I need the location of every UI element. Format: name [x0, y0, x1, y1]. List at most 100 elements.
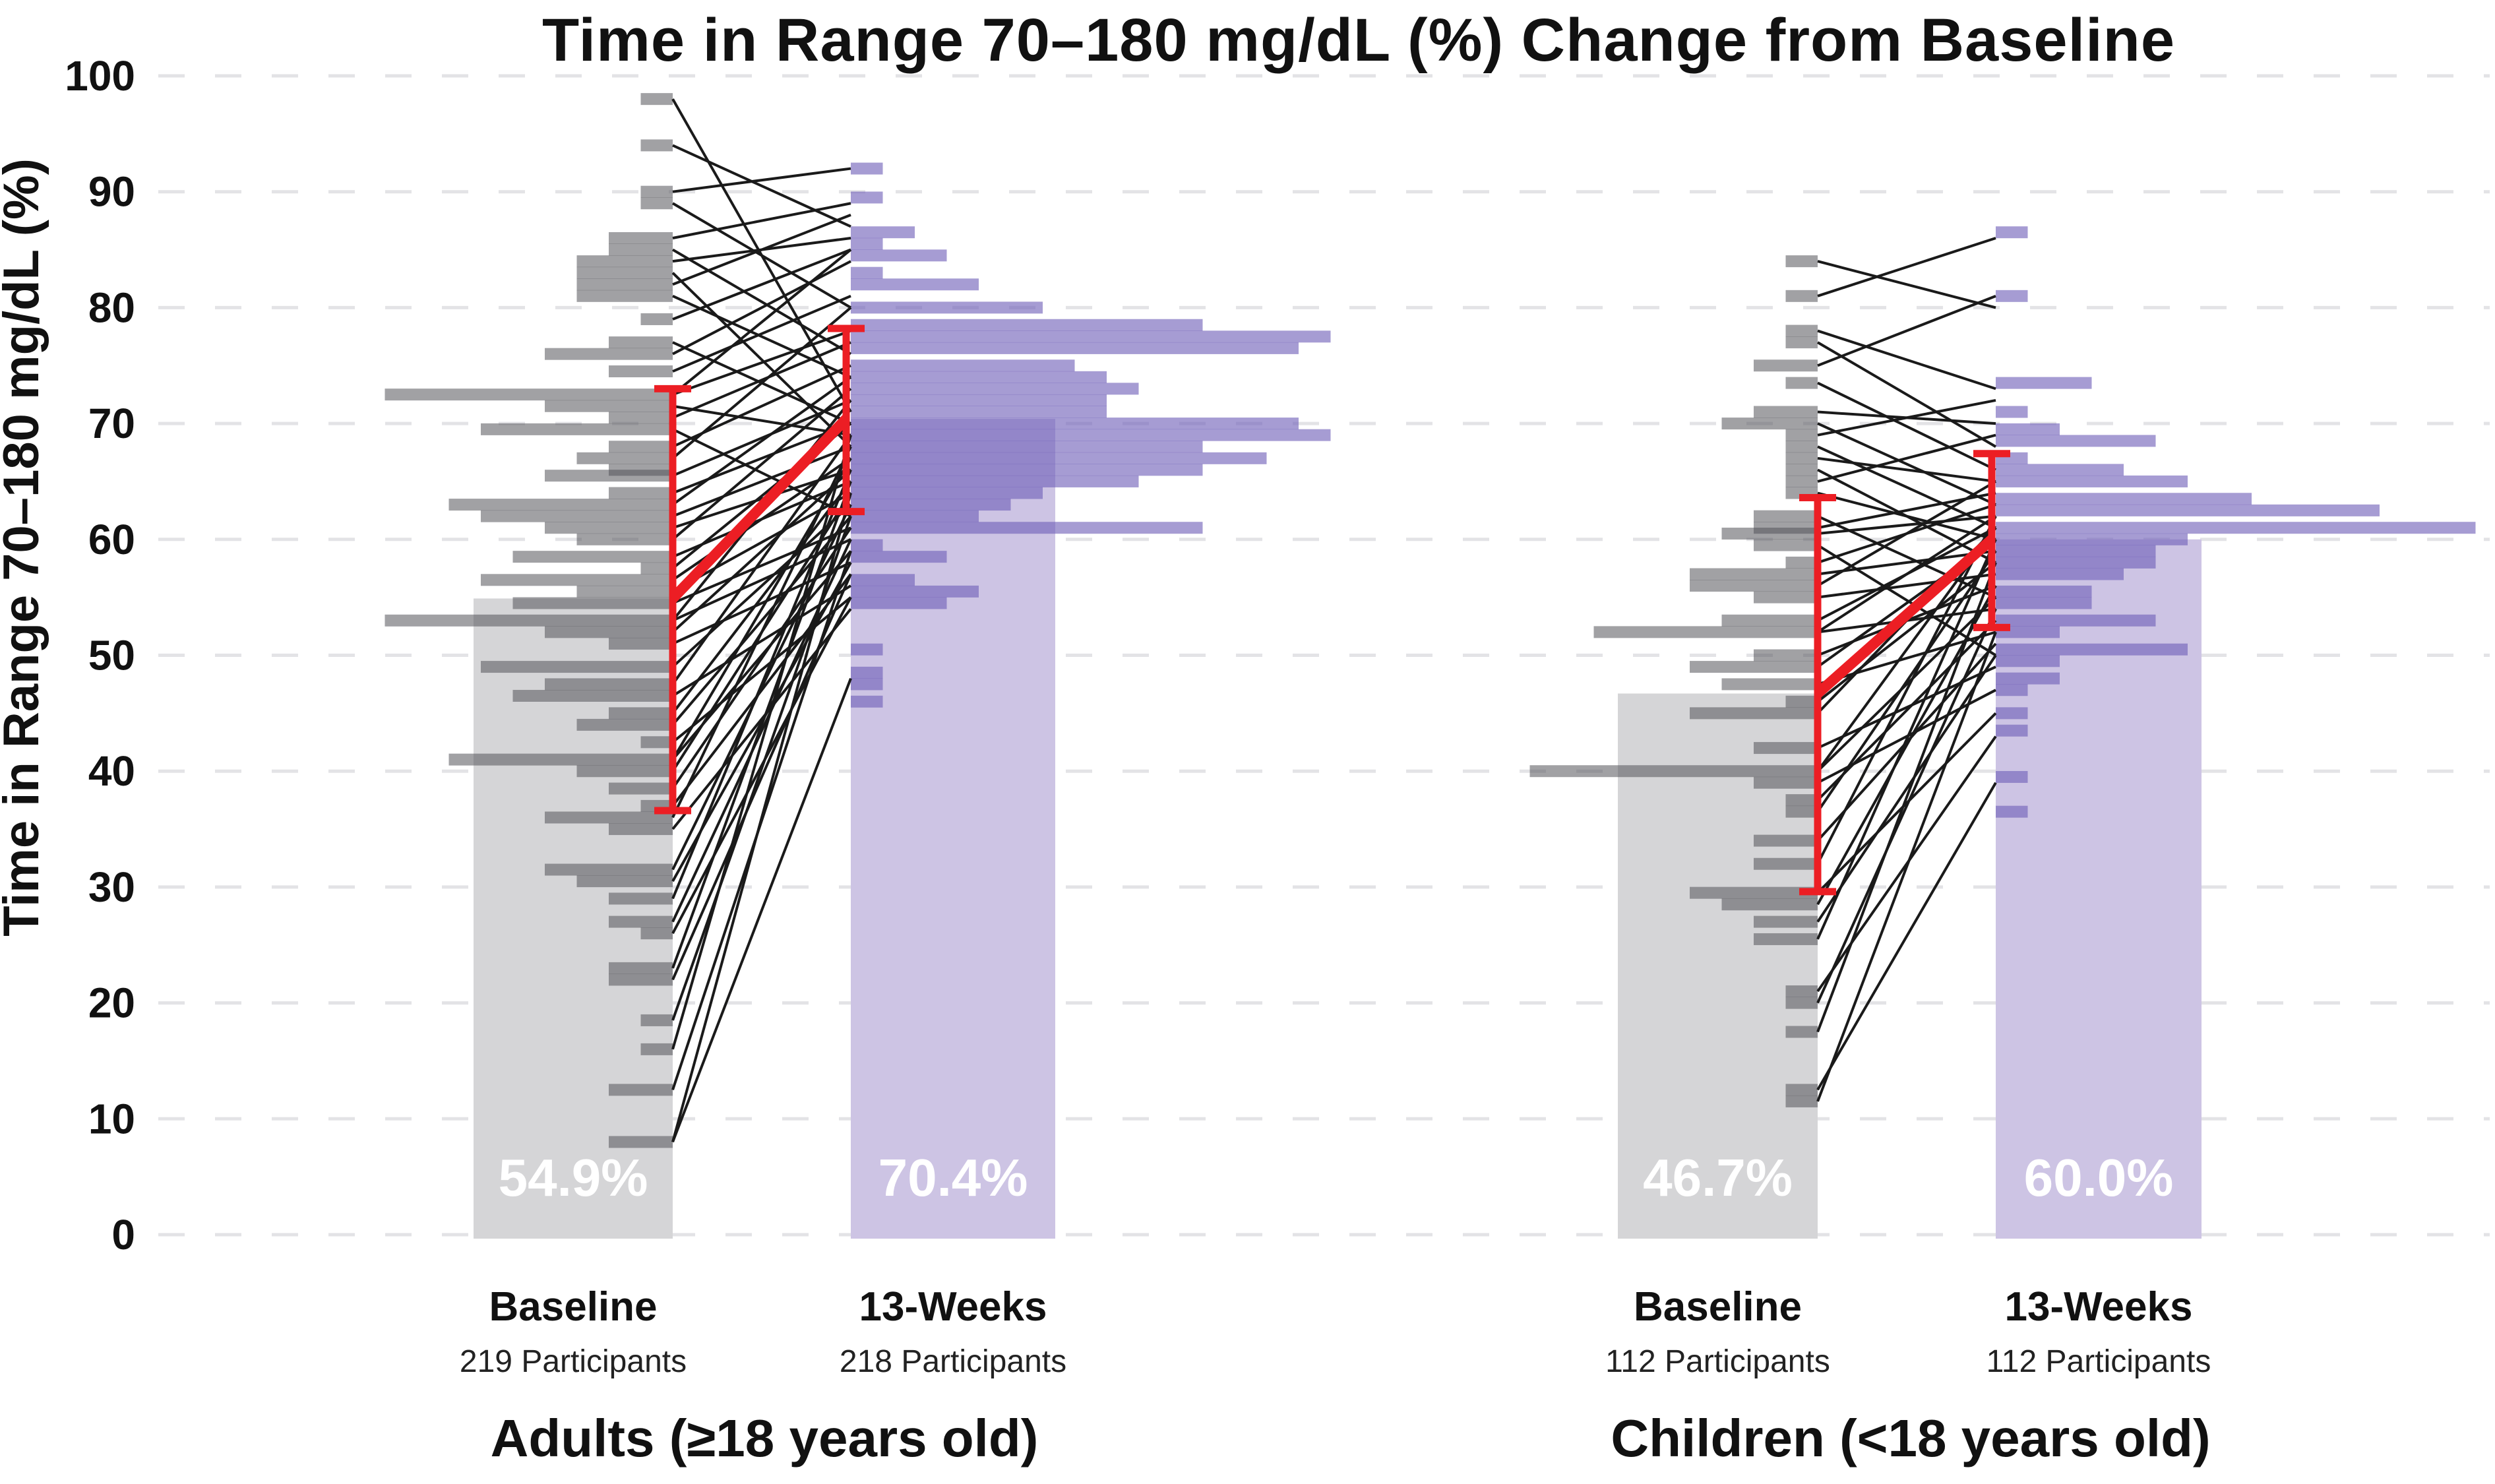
histogram-bar	[545, 863, 673, 876]
participant-line	[671, 515, 852, 726]
histogram-bar	[1690, 580, 1818, 592]
participant-line	[1816, 515, 1997, 865]
participant-line	[672, 213, 851, 286]
y-tick-label-40: 40	[88, 747, 135, 795]
histogram-bar	[640, 197, 673, 210]
y-tick-label-20: 20	[88, 979, 135, 1027]
histogram-bar	[1785, 325, 1818, 337]
participant-line	[671, 435, 852, 1050]
participant-line	[672, 561, 851, 645]
histogram-bar	[1996, 707, 2028, 720]
histogram-bar	[481, 423, 673, 435]
histogram-bar	[1754, 539, 1818, 551]
participant-line	[1817, 237, 1996, 297]
participant-line	[671, 480, 852, 714]
histogram-bar	[1996, 475, 2188, 487]
histogram-bar	[1721, 417, 1818, 430]
participant-line	[671, 202, 852, 309]
participant-line	[1817, 491, 1996, 541]
histogram-bar	[1754, 649, 1818, 662]
participant-line	[671, 481, 852, 969]
histogram-bar	[851, 429, 1331, 441]
baseline-mean-value-label: 54.9%	[499, 1148, 648, 1207]
participant-line	[1816, 608, 1997, 1004]
participant-line	[671, 434, 852, 685]
participant-line	[671, 248, 852, 356]
baseline-column-label: Baseline	[1634, 1284, 1802, 1330]
histogram-bar	[609, 441, 673, 453]
histogram-bar	[576, 266, 673, 279]
histogram-bar	[851, 441, 1203, 453]
histogram-bar	[640, 736, 673, 749]
histogram-bar	[545, 470, 673, 482]
baseline-mean-value-label: 46.7%	[1643, 1148, 1793, 1207]
participant-line	[1817, 665, 1996, 749]
histogram-bar	[481, 574, 673, 586]
histogram-bar	[609, 336, 673, 349]
histogram-bar	[1996, 522, 2476, 534]
histogram-bar	[448, 753, 673, 766]
participant-line	[1816, 782, 1997, 1091]
histogram-bar	[851, 342, 1299, 354]
participant-line	[1817, 422, 1996, 506]
y-axis-tick-labels: 0 10 20 30 40 50 60 70 80 90 100	[65, 52, 135, 1258]
participant-line	[1816, 596, 1997, 772]
histogram-bar	[1785, 464, 1818, 476]
y-axis-title: Time in Range 70–180 mg/dL (%)	[0, 158, 49, 937]
histogram-bar	[576, 585, 673, 598]
histogram-bar	[1996, 805, 2028, 818]
participant-line	[671, 387, 852, 541]
histogram-bar	[1996, 290, 2028, 302]
histogram-bar	[576, 278, 673, 291]
histogram-bar	[448, 499, 673, 511]
histogram-bar	[851, 551, 947, 563]
y-tick-label-100: 100	[65, 52, 135, 100]
y-tick-label-0: 0	[111, 1211, 135, 1258]
histogram-bar	[609, 823, 673, 836]
baseline-histogram	[1529, 255, 1818, 1107]
histogram-bar	[851, 266, 883, 279]
histogram-bar	[1996, 533, 2188, 545]
baseline-participant-count: 112 Participants	[1605, 1344, 1830, 1379]
participant-line	[1817, 381, 1996, 472]
histogram-bar	[1996, 655, 2060, 667]
participant-line	[672, 260, 851, 356]
histogram-bar	[1996, 724, 2028, 737]
participant-line	[671, 596, 852, 743]
participant-line	[1816, 631, 1997, 1102]
histogram-bar	[609, 962, 673, 974]
participant-line	[672, 404, 851, 437]
histogram-bar	[1996, 464, 2124, 476]
histogram-bar	[609, 637, 673, 650]
histogram-bar	[1996, 435, 2156, 447]
histogram-bar	[640, 139, 673, 152]
histogram-bar	[609, 365, 673, 378]
histogram-bar	[1785, 290, 1818, 302]
histogram-bar	[512, 597, 673, 609]
histogram-bar	[609, 707, 673, 720]
histogram-bar	[545, 678, 673, 691]
histogram-bar	[1721, 678, 1818, 691]
histogram-bar	[512, 551, 673, 563]
histogram-bar	[1996, 406, 2028, 418]
histogram-bar	[1785, 556, 1818, 569]
histogram-bar	[851, 452, 1267, 464]
chart-title: Time in Range 70–180 mg/dL (%) Change fr…	[542, 7, 2175, 74]
histogram-bar	[609, 487, 673, 499]
histogram-bar	[481, 510, 673, 522]
histogram-bar	[851, 359, 1075, 372]
participant-line	[672, 329, 851, 396]
week13-participant-count: 112 Participants	[1987, 1344, 2211, 1379]
histogram-bar	[1996, 684, 2028, 696]
baseline-participant-count: 219 Participants	[460, 1344, 687, 1379]
histogram-bar	[851, 191, 883, 204]
participant-line	[1817, 456, 1996, 483]
histogram-bar	[851, 522, 1203, 534]
y-tick-label-90: 90	[88, 168, 135, 216]
histogram-bar	[1690, 568, 1818, 580]
histogram-bar	[1996, 614, 2156, 627]
week13-column-label: 13-Weeks	[859, 1284, 1047, 1330]
histogram-bar	[1785, 377, 1818, 389]
